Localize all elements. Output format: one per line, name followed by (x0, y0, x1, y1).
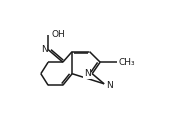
Text: CH₃: CH₃ (119, 58, 135, 67)
Text: OH: OH (51, 30, 65, 39)
Text: N: N (41, 45, 48, 54)
Text: N: N (84, 69, 90, 78)
Text: N: N (106, 81, 112, 90)
